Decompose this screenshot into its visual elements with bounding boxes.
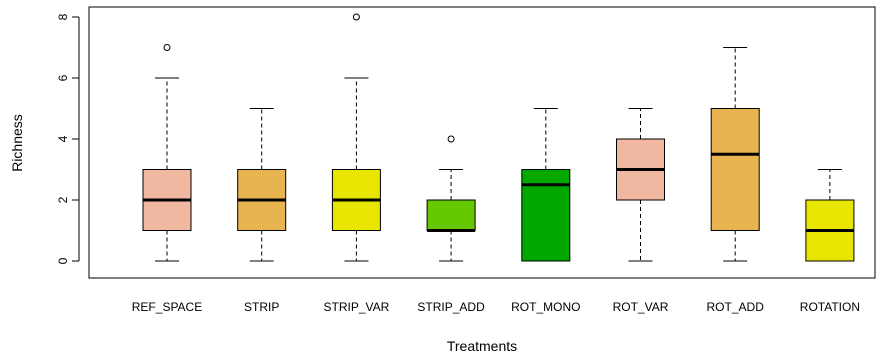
plot-frame: [88, 6, 876, 279]
box-group: [616, 108, 665, 262]
x-axis: REF_SPACE STRIP STRIP_VAR STRIP_ADD ROT_MONO…: [132, 300, 860, 314]
box-group: [142, 44, 192, 262]
box: [521, 169, 571, 262]
y-tick-label: 6: [56, 74, 70, 81]
y-axis-label: Richness: [9, 114, 25, 172]
box-group: [426, 135, 476, 262]
x-tick-label: ROT_VAR: [613, 300, 669, 314]
y-axis: 0 2 4 6 8: [56, 13, 80, 264]
box-group: [805, 169, 855, 262]
y-tick-label: 8: [56, 13, 70, 20]
box-group: [521, 108, 571, 262]
box: [426, 199, 476, 231]
outlier-point: [163, 44, 171, 51]
x-tick-label: STRIP_VAR: [324, 300, 390, 314]
y-tick-label: 2: [56, 196, 70, 203]
x-tick-label: ROT_ADD: [707, 300, 765, 314]
x-tick-label: STRIP_ADD: [417, 300, 485, 314]
y-tick-label: 0: [56, 257, 70, 264]
x-tick-label: STRIP: [244, 300, 279, 314]
x-tick-label: ROTATION: [800, 300, 860, 314]
x-tick-label: ROT_MONO: [511, 300, 580, 314]
box-group: [331, 13, 381, 262]
box: [710, 108, 760, 231]
box-group: [237, 108, 287, 262]
outlier-point: [447, 135, 455, 143]
y-tick-label: 4: [56, 135, 70, 142]
box-group: [710, 47, 760, 262]
boxes: [142, 13, 855, 262]
outlier-point: [352, 13, 360, 21]
x-axis-label: Treatments: [447, 338, 517, 354]
x-tick-label: REF_SPACE: [132, 300, 202, 314]
